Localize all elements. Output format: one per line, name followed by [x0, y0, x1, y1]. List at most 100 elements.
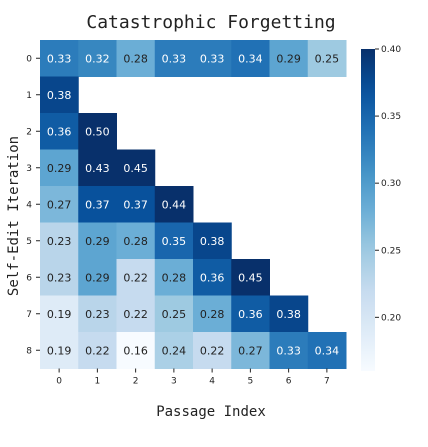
cell-value-label: 0.34 [315, 344, 340, 357]
cell-value-label: 0.22 [200, 344, 225, 357]
cell-value-label: 0.50 [85, 125, 110, 138]
x-tick-label: 1 [95, 377, 101, 387]
heatmap-cell [116, 332, 156, 369]
heatmap-cell [40, 222, 79, 260]
heatmap-cell [40, 295, 79, 333]
heatmap-cell [78, 113, 117, 150]
heatmap-cells: 0.33 0.32 0.28 0.33 0.33 0.34 0.29 0.25 0.38 0.36… [40, 40, 347, 369]
cell-value-label: 0.25 [162, 308, 187, 321]
heatmap-cell [193, 332, 232, 369]
heatmap-cell [116, 186, 156, 223]
heatmap-cell [78, 295, 117, 333]
cell-value-label: 0.33 [47, 52, 72, 65]
cell-value-label: 0.38 [200, 235, 225, 248]
cell-value-label: 0.33 [276, 344, 301, 357]
heatmap-cell [116, 222, 156, 260]
x-tick-label: 0 [56, 377, 62, 387]
cell-value-label: 0.27 [238, 344, 263, 357]
cell-value-label: 0.22 [123, 271, 148, 284]
y-tick-label: 2 [26, 127, 32, 137]
heatmap-cell [78, 186, 117, 223]
heatmap-cell [78, 259, 117, 296]
cell-value-label: 0.33 [162, 52, 187, 65]
heatmap-cell [116, 295, 156, 333]
heatmap-cell [269, 40, 309, 77]
y-tick-label: 0 [26, 54, 32, 64]
heatmap-cell [231, 40, 270, 77]
x-tick-label: 4 [209, 377, 215, 387]
cell-value-label: 0.38 [47, 89, 72, 102]
chart-title: Catastrophic Forgetting [86, 12, 335, 33]
heatmap-cell [154, 259, 194, 296]
y-tick-label: 1 [26, 91, 32, 101]
heatmap-cell [154, 222, 194, 260]
cell-value-label: 0.29 [276, 52, 301, 65]
heatmap-cell [40, 332, 79, 369]
cell-value-label: 0.36 [238, 308, 263, 321]
heatmap-cell [269, 332, 309, 369]
colorbar-tick-label: 0.20 [381, 313, 401, 323]
cell-value-label: 0.23 [47, 235, 72, 248]
heatmap-cell [40, 40, 79, 77]
cell-value-label: 0.19 [47, 308, 72, 321]
heatmap-cell [154, 332, 194, 369]
y-tick-label: 3 [26, 164, 32, 174]
heatmap-cell [231, 259, 270, 296]
colorbar-tick-label: 0.40 [381, 45, 401, 55]
y-axis-label: Self-Edit Iteration [6, 136, 22, 296]
cell-value-label: 0.23 [85, 308, 110, 321]
cell-value-label: 0.36 [47, 125, 72, 138]
x-tick-label: 7 [324, 377, 330, 387]
heatmap-cell [193, 40, 232, 77]
y-tick-label: 8 [26, 346, 32, 356]
cell-value-label: 0.32 [85, 52, 110, 65]
heatmap-cell [116, 149, 156, 187]
cell-value-label: 0.22 [85, 344, 110, 357]
cell-value-label: 0.33 [200, 52, 225, 65]
cell-value-label: 0.37 [123, 198, 148, 211]
x-tick-label: 2 [133, 377, 139, 387]
y-tick-label: 6 [26, 273, 32, 283]
heatmap-cell [269, 295, 309, 333]
cell-value-label: 0.45 [123, 162, 148, 175]
colorbar: 0.20 0.25 0.30 0.35 0.40 [361, 45, 401, 371]
x-tick-label: 3 [171, 377, 177, 387]
y-ticks: 0 1 2 3 4 5 6 7 8 [26, 54, 40, 356]
heatmap-cell [78, 222, 117, 260]
heatmap-cell [116, 259, 156, 296]
cell-value-label: 0.29 [47, 162, 72, 175]
heatmap-cell [307, 40, 347, 77]
cell-value-label: 0.28 [123, 235, 148, 248]
colorbar-tick-label: 0.35 [381, 112, 401, 122]
heatmap-cell [78, 40, 117, 77]
heatmap-cell [116, 40, 156, 77]
cell-value-label: 0.45 [238, 271, 263, 284]
cell-value-label: 0.16 [123, 344, 148, 357]
colorbar-gradient [361, 49, 375, 371]
cell-value-label: 0.27 [47, 198, 72, 211]
cell-value-label: 0.25 [315, 52, 340, 65]
heatmap-cell [154, 295, 194, 333]
cell-value-label: 0.28 [200, 308, 225, 321]
colorbar-tick-label: 0.25 [381, 246, 401, 256]
y-tick-label: 5 [26, 237, 32, 247]
cell-value-label: 0.22 [123, 308, 148, 321]
colorbar-tick-label: 0.30 [381, 179, 401, 189]
y-tick-label: 4 [26, 200, 32, 210]
x-axis-label: Passage Index [156, 404, 266, 420]
cell-value-label: 0.43 [85, 162, 110, 175]
heatmap-cell [154, 40, 194, 77]
heatmap-cell [78, 149, 117, 187]
cell-value-label: 0.28 [162, 271, 187, 284]
heatmap-cell [231, 332, 270, 369]
cell-value-label: 0.29 [85, 235, 110, 248]
heatmap-cell [40, 76, 79, 114]
heatmap-cell [307, 332, 347, 369]
cell-value-label: 0.34 [238, 52, 263, 65]
heatmap-cell [154, 186, 194, 223]
x-tick-label: 5 [248, 377, 254, 387]
heatmap-cell [40, 113, 79, 150]
heatmap-cell [40, 149, 79, 187]
heatmap-cell [193, 259, 232, 296]
cell-value-label: 0.38 [276, 308, 301, 321]
